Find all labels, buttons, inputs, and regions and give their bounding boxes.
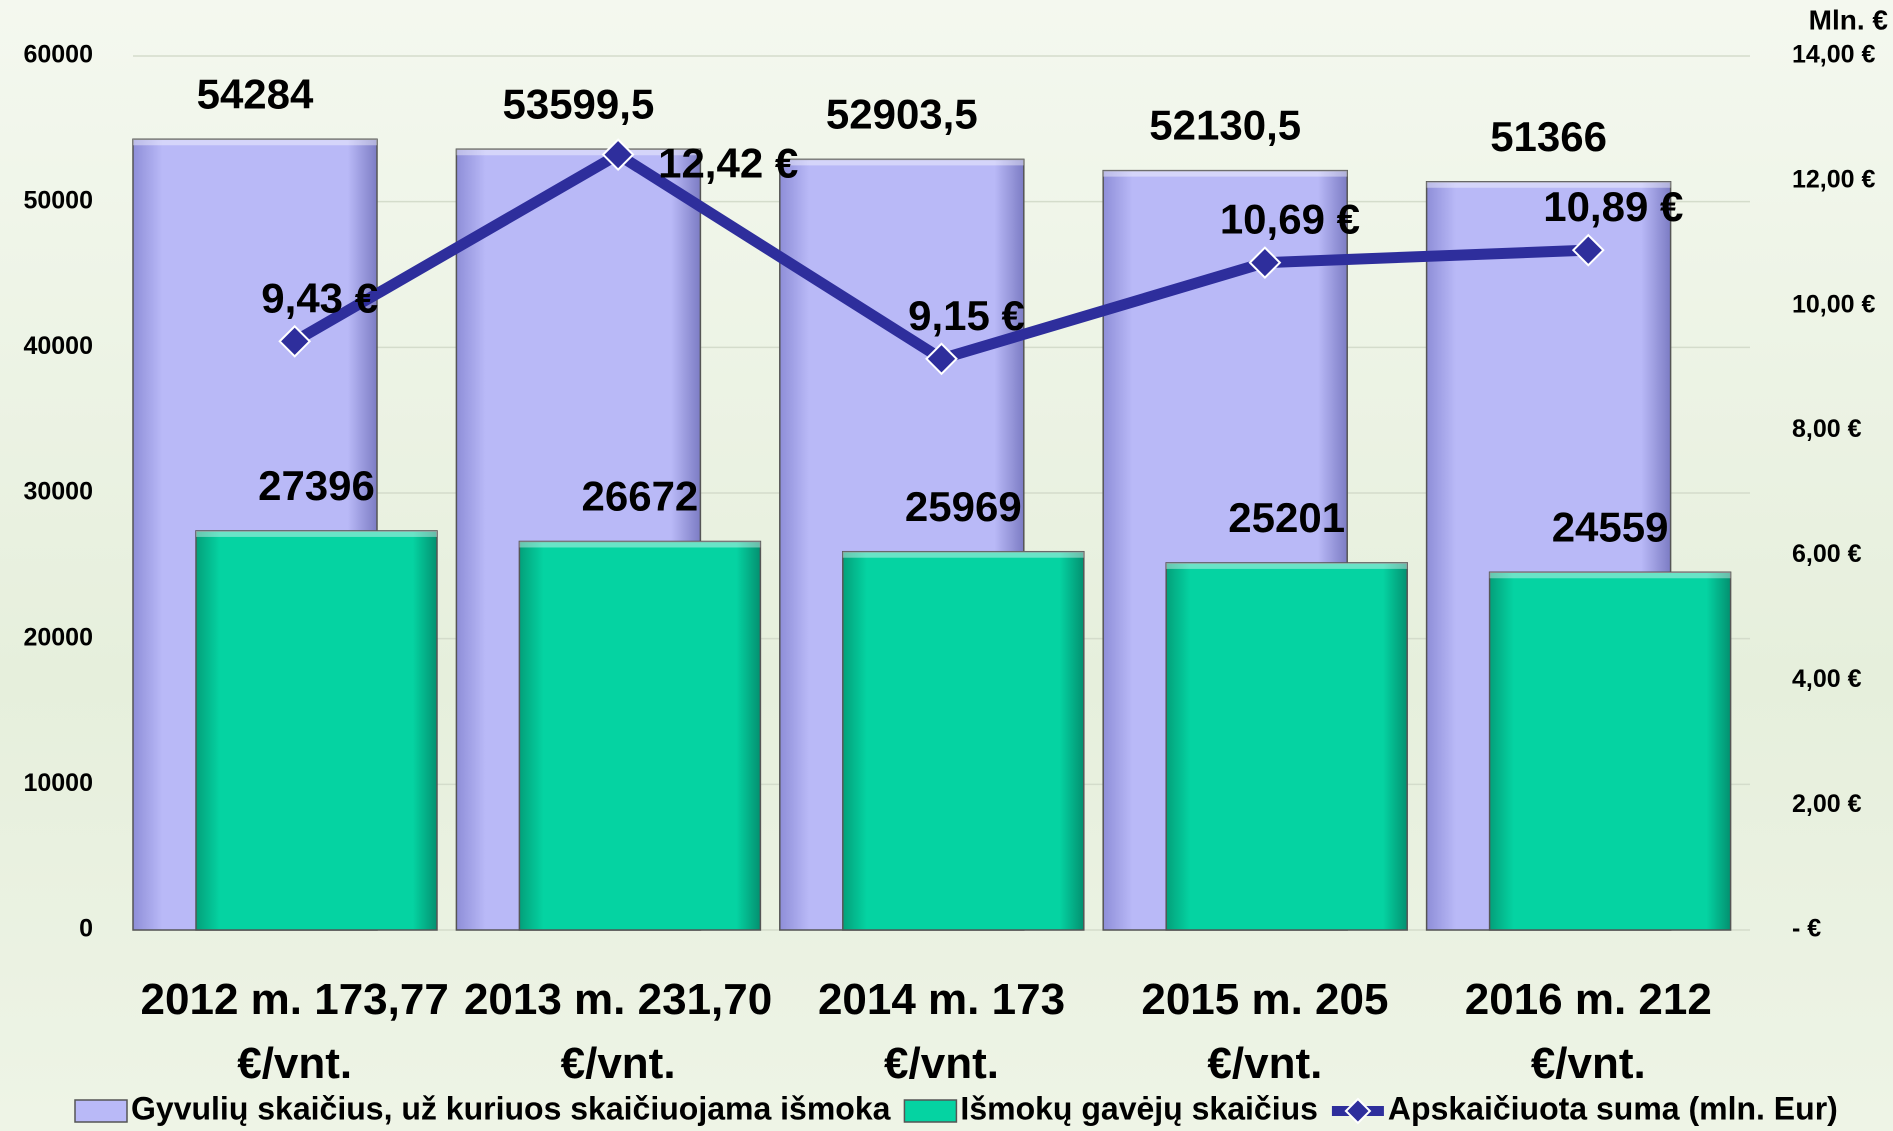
data-label: 10,89 € — [1543, 183, 1683, 230]
x-tick-label: 2012 m. 173,77 €/vnt. — [140, 975, 449, 1088]
bar — [195, 530, 438, 931]
bar-top — [1489, 572, 1731, 579]
bar-top — [1166, 562, 1408, 569]
bar-top — [779, 159, 1024, 166]
data-label: 54284 — [197, 70, 314, 117]
legend-label: Gyvulių skaičius, už kuriuos skaičiuojam… — [131, 1090, 891, 1126]
y-tick-label: 50000 — [23, 186, 93, 214]
x-tick-label: 2014 m. 173 €/vnt. — [817, 975, 1066, 1088]
data-label: 10,69 € — [1220, 196, 1360, 243]
x-tick-label: 2013 m. 231,70 €/vnt. — [463, 975, 773, 1088]
y-tick-label: 30000 — [23, 478, 93, 506]
bar-top — [133, 139, 377, 146]
y2-axis-title: Mln. € — [1809, 4, 1889, 35]
marker — [1248, 246, 1282, 280]
legend-marker — [1344, 1097, 1372, 1125]
legend-label: Apskaičiuota suma (mln. Eur) — [1388, 1090, 1838, 1126]
legend-label: Išmokų gavėjų skaičius — [960, 1090, 1318, 1126]
data-label: 9,15 € — [908, 292, 1025, 339]
bar-top — [519, 541, 761, 548]
y2-tick-label: - € — [1792, 915, 1821, 943]
data-label: 12,42 € — [658, 140, 798, 187]
data-label: 26672 — [582, 473, 699, 520]
y2-tick-label: 10,00 € — [1792, 290, 1876, 318]
y-tick-label: 10000 — [23, 769, 93, 797]
bar — [842, 550, 1085, 931]
y-tick-label: 60000 — [23, 41, 93, 69]
y2-tick-label: 12,00 € — [1792, 165, 1876, 193]
x-tick-label: 2015 m. 205 €/vnt. — [1141, 975, 1389, 1088]
data-label: 25969 — [905, 483, 1022, 530]
y2-tick-label: 2,00 € — [1792, 790, 1862, 818]
data-label: 24559 — [1552, 503, 1669, 550]
y-tick-label: 20000 — [23, 623, 93, 651]
bar-top — [196, 530, 437, 537]
bar — [1488, 571, 1732, 931]
marker — [601, 138, 635, 172]
bar-top — [456, 149, 701, 156]
marker — [1571, 233, 1605, 267]
data-label: 52903,5 — [826, 90, 978, 137]
bar-top — [1103, 170, 1348, 177]
bar — [518, 540, 762, 931]
bar-top — [1426, 181, 1671, 188]
data-label: 53599,5 — [502, 80, 654, 127]
y2-tick-label: 6,00 € — [1792, 540, 1862, 568]
legend-swatch — [74, 1099, 128, 1123]
y2-tick-label: 14,00 € — [1792, 41, 1876, 69]
data-label: 25201 — [1228, 494, 1345, 541]
marker — [925, 342, 958, 376]
y-tick-label: 40000 — [23, 332, 93, 360]
y2-tick-label: 4,00 € — [1792, 665, 1862, 693]
data-label: 9,43 € — [261, 274, 378, 321]
x-tick-label: 2016 m. 212 €/vnt. — [1464, 975, 1712, 1088]
data-label: 27396 — [258, 462, 375, 509]
data-label: 51366 — [1490, 113, 1607, 160]
bar-top — [842, 551, 1084, 558]
y-tick-label: 0 — [79, 915, 93, 943]
legend-swatch — [903, 1099, 958, 1123]
data-label: 52130,5 — [1149, 102, 1301, 149]
y2-tick-label: 8,00 € — [1792, 415, 1862, 443]
marker — [278, 324, 312, 358]
bar — [1165, 562, 1408, 931]
